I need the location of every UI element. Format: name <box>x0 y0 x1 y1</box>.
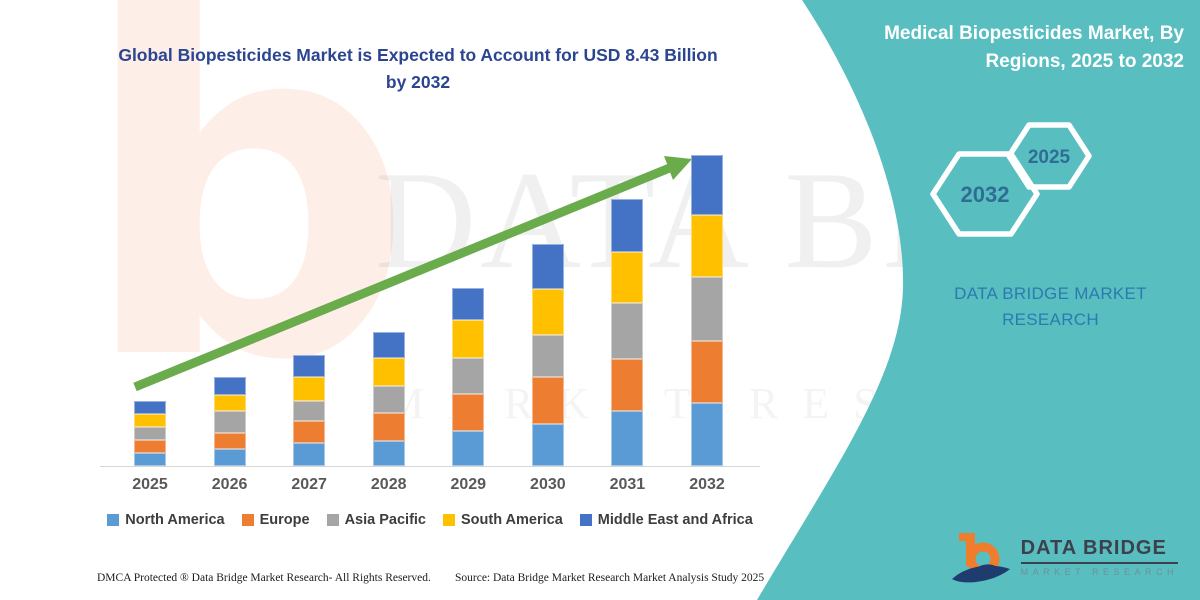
bar-segment-2025 <box>134 440 166 454</box>
bar-2026 <box>213 377 246 466</box>
logo-title: DATA BRIDGE <box>1020 537 1178 564</box>
teal-panel-shape <box>757 0 1200 600</box>
bar-segment-2031 <box>611 303 644 360</box>
databridge-logo: DATA BRIDGE MARKET RESEARCH <box>950 530 1178 584</box>
axis-label-2027: 2027 <box>291 476 327 493</box>
legend-label: Europe <box>259 512 310 528</box>
bar-segment-2031 <box>611 251 644 304</box>
hexagon-2032-label: 2032 <box>961 182 1010 207</box>
databridge-logo-text: DATA BRIDGE MARKET RESEARCH <box>1020 537 1178 577</box>
bar-segment-2027 <box>293 443 326 466</box>
bar-2028 <box>372 332 405 466</box>
legend-swatch <box>107 514 120 526</box>
axis-label-2025: 2025 <box>132 476 168 493</box>
legend-swatch <box>443 514 455 526</box>
bar-segment-2029 <box>452 320 485 359</box>
logo-subtitle: MARKET RESEARCH <box>1020 567 1178 577</box>
bar-segment-2030 <box>531 377 564 424</box>
legend-label: North America <box>125 512 225 528</box>
axis-label-2028: 2028 <box>370 476 407 493</box>
bar-segment-2026 <box>213 448 246 466</box>
bar-segment-2028 <box>372 413 405 441</box>
legend-item: North America <box>107 512 225 528</box>
hexagon-2025-label: 2025 <box>1028 147 1071 168</box>
bar-segment-2026 <box>213 395 246 412</box>
axis-label-2031: 2031 <box>609 476 646 493</box>
hexagon-2025: 2025 <box>1006 122 1092 190</box>
bar-segment-2031 <box>611 359 644 412</box>
hexagon-2032: 2032 <box>930 151 1040 237</box>
legend-item: Middle East and Africa <box>579 512 753 528</box>
bar-2032 <box>690 154 723 466</box>
legend-label: Asia Pacific <box>344 512 426 528</box>
chart-title: Global Biopesticides Market is Expected … <box>118 45 718 93</box>
legend-swatch <box>579 514 592 526</box>
plot-area: 2025 2026 2027 2028 2029 2030 2031 2032 <box>90 140 770 493</box>
bar-segment-2026 <box>213 432 246 449</box>
legend-label: Middle East and Africa <box>597 512 753 528</box>
axis-label-2029: 2029 <box>450 476 487 493</box>
bar-segment-2027 <box>293 376 326 402</box>
legend: North America Europe Asia Pacific South Ame… <box>90 512 770 528</box>
bar-2030 <box>531 243 564 466</box>
bar-segment-2032 <box>690 215 723 278</box>
bar-segment-2027 <box>293 421 326 444</box>
bar-segment-2030 <box>531 288 564 336</box>
panel-heading: Medical Biopesticides Market, By Regions… <box>884 23 1184 72</box>
bar-2031 <box>611 198 644 466</box>
bar-segment-2031 <box>611 198 644 252</box>
footer-dmca-text: DMCA Protected ® Data Bridge Market Rese… <box>97 572 431 584</box>
bar-segment-2028 <box>372 440 405 466</box>
bar-segment-2028 <box>372 357 405 386</box>
x-axis-line <box>100 466 760 467</box>
bar-2025 <box>134 401 166 466</box>
bar-segment-2030 <box>531 335 564 378</box>
axis-label-2032: 2032 <box>689 476 725 493</box>
panel-brand-text: DATA BRIDGE MARKET RESEARCH <box>954 284 1147 329</box>
axis-label-2030: 2030 <box>530 476 566 493</box>
bar-2029 <box>452 288 485 466</box>
legend-swatch <box>241 514 254 526</box>
bar-segment-2026 <box>213 411 246 433</box>
bar-segment-2027 <box>293 355 326 377</box>
bar-segment-2030 <box>531 243 564 289</box>
bar-segment-2030 <box>531 423 564 466</box>
bar-segment-2032 <box>690 154 723 216</box>
legend-swatch <box>326 514 339 526</box>
bar-segment-2032 <box>690 277 723 341</box>
bar-segment-2026 <box>213 377 246 396</box>
bar-segment-2028 <box>372 385 405 414</box>
legend-item: South America <box>443 512 563 528</box>
bar-segment-2025 <box>134 413 166 427</box>
legend-item: Europe <box>241 512 310 528</box>
databridge-logo-icon <box>951 533 1010 583</box>
bar-segment-2025 <box>134 426 166 441</box>
bar-segment-2032 <box>690 402 723 466</box>
legend-item: Asia Pacific <box>326 512 426 528</box>
legend-label: South America <box>461 512 563 528</box>
bar-segment-2025 <box>134 401 166 414</box>
bar-segment-2029 <box>452 394 485 431</box>
bar-segment-2028 <box>372 332 405 358</box>
bar-2027 <box>293 355 326 466</box>
bar-segment-2029 <box>452 358 485 395</box>
axis-label-2026: 2026 <box>211 476 248 493</box>
footer-source-text: Source: Data Bridge Market Research Mark… <box>455 572 765 584</box>
bar-segment-2029 <box>452 288 485 321</box>
bar-segment-2032 <box>690 340 723 403</box>
bar-segment-2027 <box>293 401 326 421</box>
bar-segment-2025 <box>134 453 166 466</box>
bar-segment-2029 <box>452 430 485 466</box>
bar-segment-2031 <box>611 411 644 466</box>
